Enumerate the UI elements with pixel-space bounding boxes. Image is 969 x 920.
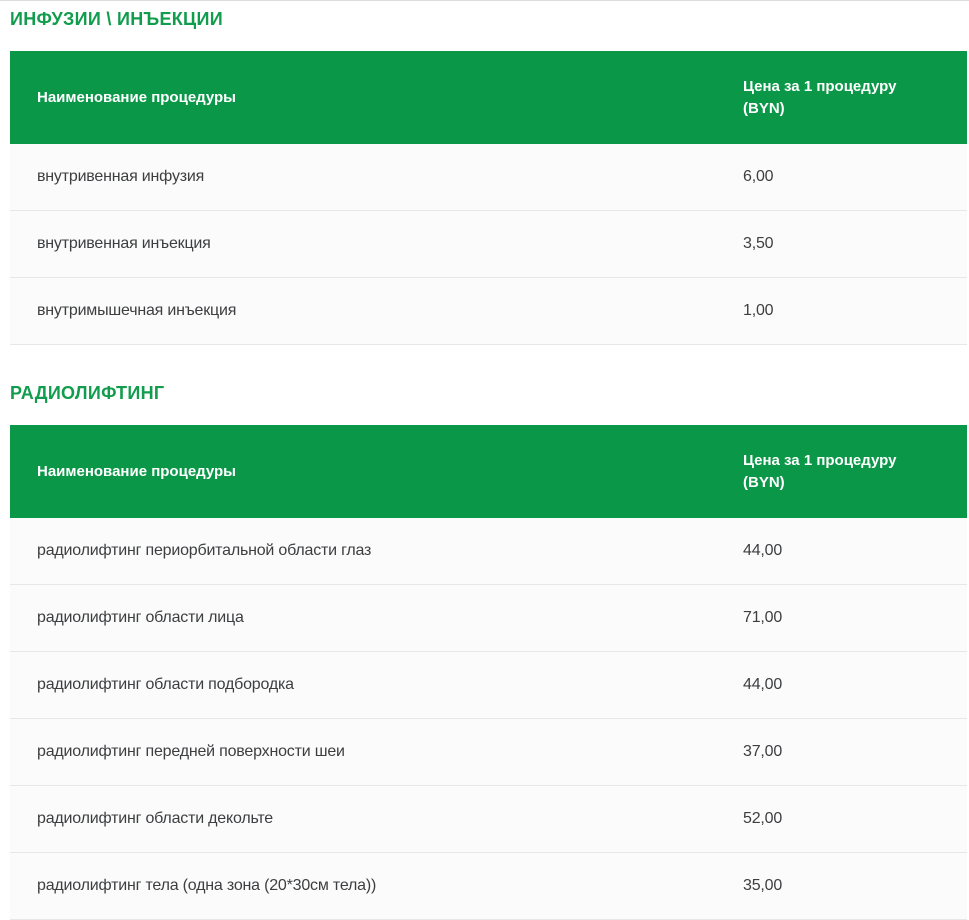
table-header-row: Наименование процедуры Цена за 1 процеду…: [10, 425, 967, 518]
procedure-name-cell: радиолифтинг области подбородка: [37, 676, 294, 693]
column-header-price-label: Цена за 1 процедуру (BYN): [743, 77, 897, 117]
table-row: радиолифтинг тела (одна зона (20*30см те…: [10, 853, 967, 920]
table-row: радиолифтинг периорбитальной области гла…: [10, 518, 967, 585]
price-cell: 3,50: [743, 235, 774, 252]
price-cell: 44,00: [743, 542, 783, 559]
column-header-procedure-name: Наименование процедуры: [37, 88, 236, 106]
price-cell: 44,00: [743, 676, 783, 693]
price-section: РАДИОЛИФТИНГ Наименование процедуры Цена…: [10, 383, 967, 920]
table-row: внутривенная инъекция 3,50: [10, 211, 967, 278]
price-cell: 71,00: [743, 609, 783, 626]
procedure-name-cell: внутривенная инфузия: [37, 168, 205, 185]
procedure-name-cell: внутримышечная инъекция: [37, 302, 237, 319]
price-table: Наименование процедуры Цена за 1 процеду…: [10, 51, 967, 345]
section-title: ИНФУЗИИ \ ИНЪЕКЦИИ: [10, 9, 223, 29]
price-cell: 35,00: [743, 877, 783, 894]
price-cell: 37,00: [743, 743, 783, 760]
procedure-name-cell: внутривенная инъекция: [37, 235, 211, 252]
table-row: радиолифтинг передней поверхности шеи 37…: [10, 719, 967, 786]
procedure-name-cell: радиолифтинг области лица: [37, 609, 244, 626]
column-header-price: Цена за 1 процедуру (BYN): [743, 76, 967, 120]
top-divider: [0, 0, 969, 1]
procedure-name-cell: радиолифтинг области декольте: [37, 810, 274, 827]
table-body: внутривенная инфузия 6,00 внутривенная и…: [10, 144, 967, 345]
table-row: внутримышечная инъекция 1,00: [10, 278, 967, 345]
section-title: РАДИОЛИФТИНГ: [10, 383, 165, 403]
column-header-procedure-name: Наименование процедуры: [37, 462, 236, 480]
table-body: радиолифтинг периорбитальной области гла…: [10, 518, 967, 920]
price-table: Наименование процедуры Цена за 1 процеду…: [10, 425, 967, 920]
table-header-row: Наименование процедуры Цена за 1 процеду…: [10, 51, 967, 144]
procedure-name-cell: радиолифтинг тела (одна зона (20*30см те…: [37, 877, 377, 894]
table-row: радиолифтинг области подбородка 44,00: [10, 652, 967, 719]
table-row: внутривенная инфузия 6,00: [10, 144, 967, 211]
table-row: радиолифтинг области лица 71,00: [10, 585, 967, 652]
procedure-name-cell: радиолифтинг периорбитальной области гла…: [37, 542, 372, 559]
procedure-name-cell: радиолифтинг передней поверхности шеи: [37, 743, 345, 760]
column-header-price: Цена за 1 процедуру (BYN): [743, 450, 967, 494]
price-cell: 6,00: [743, 168, 774, 185]
price-cell: 1,00: [743, 302, 774, 319]
price-cell: 52,00: [743, 810, 783, 827]
table-row: радиолифтинг области декольте 52,00: [10, 786, 967, 853]
price-list-page: ИНФУЗИИ \ ИНЪЕКЦИИ Наименование процедур…: [10, 9, 967, 920]
price-section: ИНФУЗИИ \ ИНЪЕКЦИИ Наименование процедур…: [10, 9, 967, 345]
column-header-price-label: Цена за 1 процедуру (BYN): [743, 451, 897, 491]
